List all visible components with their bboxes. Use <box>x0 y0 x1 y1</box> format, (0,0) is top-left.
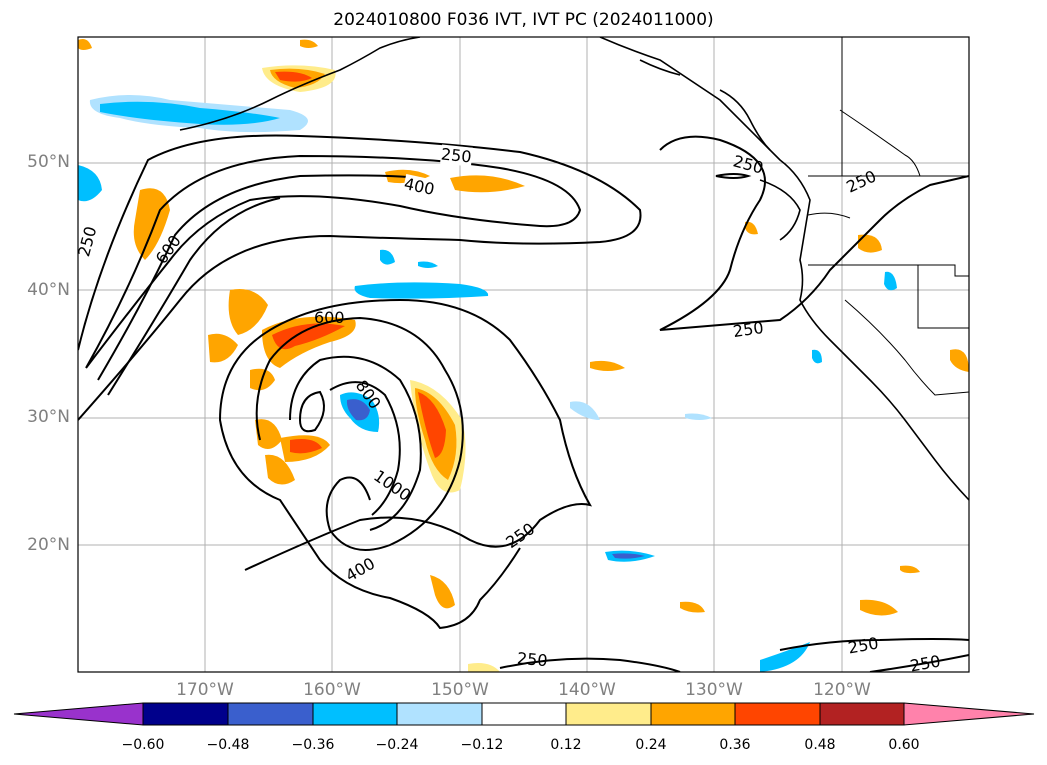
gridlines <box>78 37 969 672</box>
lon-label: 170°W <box>176 680 234 700</box>
colorbar-segment <box>142 702 229 726</box>
lon-label: 160°W <box>303 680 361 700</box>
colorbar-segment <box>396 702 483 726</box>
lon-label: 120°W <box>813 680 871 700</box>
colorbar-segment <box>734 702 821 726</box>
colorbar-segment <box>227 702 314 726</box>
map-title: 2024010800 F036 IVT, IVT PC (2024011000) <box>333 10 714 30</box>
contour-label: 600 <box>314 308 345 327</box>
colorbar-tick: −0.12 <box>460 737 504 753</box>
colorbar-segment <box>481 702 567 726</box>
colorbar-tick: 0.12 <box>550 737 582 753</box>
lon-label: 150°W <box>431 680 489 700</box>
lat-label: 40°N <box>27 280 70 300</box>
colorbar-tick: −0.24 <box>375 737 419 753</box>
map-frame <box>77 36 970 673</box>
colorbar-tick: 0.48 <box>804 737 836 753</box>
colorbar-tick: 0.60 <box>888 737 920 753</box>
lat-label: 50°N <box>27 152 70 172</box>
colorbar-tick: −0.48 <box>206 737 250 753</box>
colorbar-tick: −0.60 <box>121 737 165 753</box>
contour-label: 250 <box>516 648 549 671</box>
colorbar <box>13 702 1035 726</box>
colorbar-segment <box>312 702 398 726</box>
lon-label: 140°W <box>558 680 616 700</box>
contour-label: 250 <box>440 144 473 167</box>
colorbar-segment <box>819 702 905 726</box>
borders <box>807 37 969 396</box>
coastline <box>179 37 969 501</box>
colorbar-segment <box>650 702 736 726</box>
ivt-contours <box>78 134 969 672</box>
colorbar-segment <box>13 702 144 726</box>
colorbar-segment <box>565 702 652 726</box>
colorbar-tick: −0.36 <box>291 737 335 753</box>
lon-label: 130°W <box>685 680 743 700</box>
lat-label: 20°N <box>27 535 70 555</box>
colorbar-tick: 0.36 <box>719 737 751 753</box>
colorbar-segment <box>903 702 1035 726</box>
ivt-pc-fill <box>78 39 969 672</box>
lat-label: 30°N <box>27 407 70 427</box>
colorbar-tick: 0.24 <box>635 737 667 753</box>
